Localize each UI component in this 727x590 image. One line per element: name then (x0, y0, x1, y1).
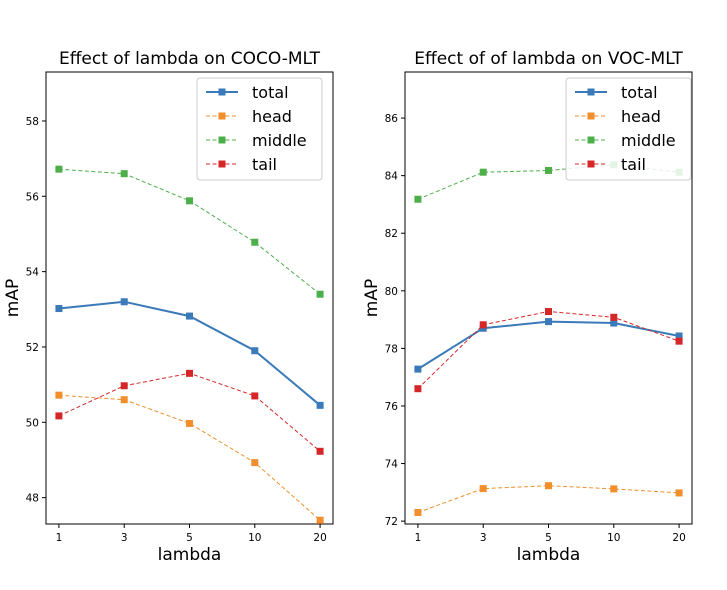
coco-chart-title: Effect of lambda on COCO-MLT (59, 49, 321, 69)
voc-x-tick-label: 20 (672, 532, 685, 544)
coco-y-tick-label: 50 (26, 417, 39, 429)
coco-point-head (55, 391, 63, 399)
voc-series-line-head (417, 485, 680, 513)
coco-point-head (251, 459, 259, 467)
coco-legend-marker-tail (218, 160, 226, 168)
coco-point-tail (186, 369, 193, 377)
voc-y-axis-label: mAP (362, 279, 382, 317)
voc-series-line-total (417, 320, 680, 370)
coco-point-total (251, 347, 259, 355)
voc-point-head (479, 485, 487, 493)
voc-point-tail (675, 337, 683, 345)
coco-point-middle (186, 197, 193, 205)
voc-legend-marker-total (587, 88, 595, 96)
voc-legend-marker-tail (587, 160, 595, 168)
voc-y-tick-label: 76 (385, 401, 399, 413)
coco-point-head (316, 516, 324, 524)
voc-chart-title: Effect of of lambda on VOC-MLT (414, 49, 683, 69)
voc-y-tick-label: 82 (385, 228, 398, 240)
voc-legend-box (565, 77, 692, 181)
voc-x-tick-label: 3 (480, 532, 487, 544)
coco-point-total (120, 298, 128, 306)
coco-point-middle (120, 170, 128, 178)
voc-point-tail (610, 313, 618, 321)
voc-legend-label-middle: middle (621, 131, 676, 150)
coco-x-tick-label: 3 (121, 532, 128, 544)
voc-x-tick-label: 5 (545, 532, 552, 544)
voc-point-total (675, 332, 683, 340)
voc-y-tick-label: 78 (385, 343, 398, 355)
voc-legend: total head middle tail (565, 77, 692, 181)
coco-legend-label-middle: middle (252, 131, 307, 150)
coco-legend-label-head: head (252, 107, 292, 126)
voc-point-total (610, 319, 618, 327)
coco-legend-marker-middle (218, 136, 226, 144)
coco-point-tail (316, 447, 324, 455)
voc-legend-label-tail: tail (621, 155, 646, 174)
coco-point-total (186, 312, 193, 320)
voc-legend-marker-middle (587, 136, 595, 144)
coco-legend-marker-total (218, 88, 226, 96)
coco-series-line-tail (58, 372, 321, 452)
coco-legend-label-total: total (252, 83, 289, 102)
voc-point-head (414, 508, 422, 516)
voc-legend-marker-head (587, 112, 595, 120)
voc-point-middle (479, 168, 487, 176)
coco-x-tick-label: 5 (186, 532, 193, 544)
voc-point-tail (479, 321, 487, 329)
voc-point-tail (545, 308, 552, 316)
coco-y-tick-label: 54 (26, 267, 40, 279)
coco-legend-marker-head (218, 112, 226, 120)
coco-x-tick-label: 1 (56, 532, 63, 544)
voc-y-tick-label: 80 (385, 286, 398, 298)
voc-point-head (610, 485, 618, 493)
coco-y-tick-label: 56 (26, 191, 40, 203)
coco-point-tail (120, 382, 128, 390)
voc-point-total (545, 318, 552, 326)
voc-y-tick-label: 74 (385, 459, 399, 471)
coco-y-axis-label: mAP (3, 279, 23, 317)
coco-point-middle (316, 290, 324, 298)
coco-point-total (55, 305, 63, 313)
voc-y-tick-label: 86 (385, 113, 399, 125)
coco-legend: total head middle tail (196, 77, 323, 181)
coco-point-total (316, 401, 324, 409)
coco-x-tick-label: 20 (313, 532, 326, 544)
voc-point-middle (414, 195, 422, 203)
coco-point-head (120, 396, 128, 404)
coco-y-tick-label: 48 (26, 493, 39, 505)
coco-x-tick-label: 10 (248, 532, 261, 544)
voc-point-head (545, 482, 552, 490)
voc-mlt-chart: Effect of of lambda on VOC-MLT 1 3 5 10 20 72 7… (362, 49, 693, 565)
coco-x-axis-label: lambda (158, 545, 222, 565)
coco-point-head (186, 419, 193, 427)
coco-point-middle (55, 165, 63, 173)
coco-legend-label-tail: tail (252, 155, 277, 174)
voc-legend-label-total: total (621, 83, 658, 102)
coco-series-line-head (58, 394, 321, 521)
coco-y-tick-label: 52 (26, 342, 39, 354)
voc-point-middle (545, 166, 552, 174)
voc-y-tick-label: 72 (385, 516, 398, 528)
coco-point-tail (251, 392, 259, 400)
coco-point-tail (55, 412, 63, 420)
coco-point-middle (251, 238, 259, 246)
voc-x-tick-label: 1 (415, 532, 422, 544)
voc-y-tick-label: 84 (385, 171, 399, 183)
coco-series-line-middle (58, 168, 321, 295)
voc-x-tick-label: 10 (607, 532, 620, 544)
voc-x-axis-label: lambda (517, 545, 581, 565)
coco-y-tick-label: 58 (26, 116, 39, 128)
voc-point-tail (414, 385, 422, 393)
voc-legend-label-head: head (621, 107, 661, 126)
coco-mlt-chart: Effect of lambda on COCO-MLT 1 3 5 10 20 48 50 5… (3, 49, 334, 565)
coco-legend-box (196, 77, 323, 181)
voc-point-head (675, 489, 683, 497)
voc-point-total (414, 365, 422, 373)
